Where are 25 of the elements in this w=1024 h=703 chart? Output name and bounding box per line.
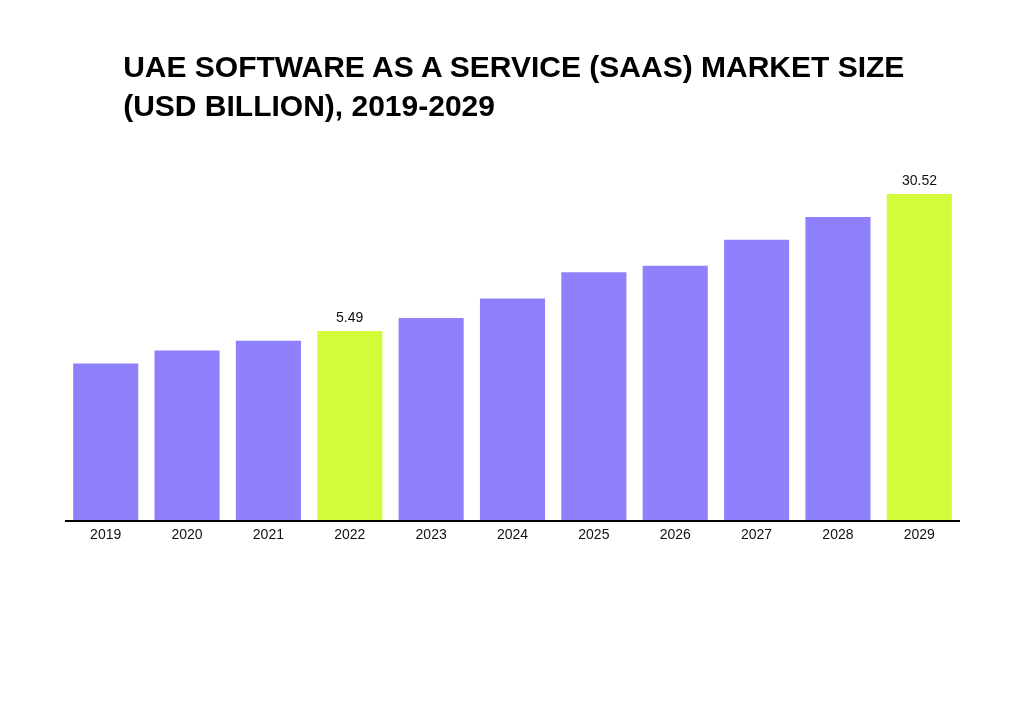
bar bbox=[398, 317, 464, 520]
bar bbox=[73, 363, 139, 520]
x-tick-label: 2027 bbox=[741, 525, 773, 542]
annotation: 5.49 bbox=[336, 309, 364, 325]
bar bbox=[805, 216, 871, 520]
bar bbox=[235, 340, 301, 520]
bar bbox=[154, 350, 220, 520]
bar bbox=[724, 239, 790, 520]
x-tick-label: 2019 bbox=[90, 525, 122, 542]
x-tick-label: 2026 bbox=[659, 525, 692, 542]
bar bbox=[561, 272, 627, 520]
x-tick-label: 2021 bbox=[252, 525, 285, 542]
x-tick-label: 2020 bbox=[171, 525, 203, 542]
bar bbox=[317, 330, 383, 520]
chart-title: UAE SOFTWARE AS A SERVICE (SAAS) MARKET SIZE (USD BILLION), 2019-2029 bbox=[123, 50, 905, 123]
x-tick-label: 2028 bbox=[822, 525, 854, 542]
x-tick-label: 2025 bbox=[578, 525, 610, 542]
x-tick-label: 2029 bbox=[903, 525, 936, 542]
x-tick-label: 2024 bbox=[496, 525, 529, 542]
x-tick-label: 2023 bbox=[415, 525, 447, 542]
annotation: 30.52 bbox=[902, 172, 938, 188]
bar bbox=[479, 298, 546, 520]
bar bbox=[642, 265, 708, 520]
x-tick-label: 2022 bbox=[334, 525, 366, 542]
bar bbox=[886, 194, 952, 520]
